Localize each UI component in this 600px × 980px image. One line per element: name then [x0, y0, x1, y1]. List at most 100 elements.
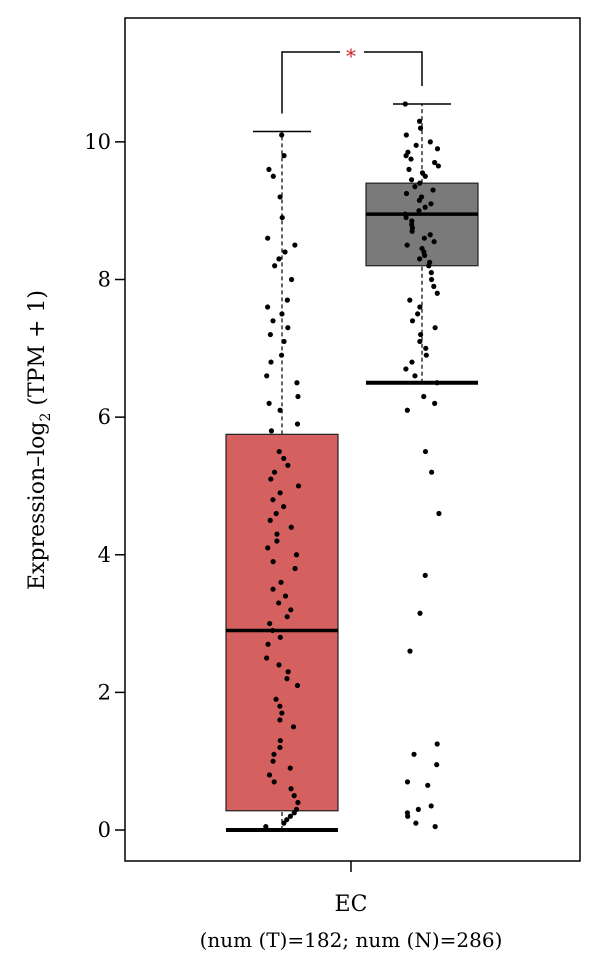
- data-point: [278, 352, 285, 358]
- data-point: [277, 737, 283, 744]
- data-point: [411, 751, 417, 757]
- data-point: [295, 799, 301, 806]
- data-point: [288, 524, 294, 530]
- data-point: [432, 159, 438, 166]
- data-point: [294, 380, 300, 386]
- data-point: [434, 290, 440, 296]
- data-point: [417, 331, 424, 338]
- data-point: [287, 765, 293, 771]
- data-point: [265, 545, 271, 551]
- data-point: [276, 448, 282, 455]
- data-point: [277, 490, 283, 496]
- data-point: [293, 552, 300, 558]
- data-point: [279, 132, 285, 138]
- data-point: [428, 270, 434, 276]
- data-point: [264, 373, 270, 379]
- y-axis-title: Expression–log2 (TPM + 1): [25, 290, 54, 590]
- data-point: [432, 400, 438, 406]
- data-point: [271, 779, 277, 785]
- data-point: [434, 741, 440, 747]
- data-point: [276, 600, 282, 606]
- data-point: [404, 407, 410, 413]
- data-point: [278, 579, 284, 585]
- data-point: [267, 331, 273, 338]
- data-point: [264, 655, 270, 661]
- data-point: [402, 101, 408, 107]
- data-point: [287, 813, 294, 819]
- data-point: [285, 462, 291, 468]
- data-point: [419, 170, 426, 176]
- data-point: [427, 232, 433, 238]
- data-point: [409, 228, 415, 234]
- y-axis-title-main: Expression–log: [25, 422, 50, 590]
- data-point: [435, 163, 441, 169]
- y-tick-label: 0: [98, 818, 111, 842]
- data-point: [428, 276, 435, 283]
- y-tick-label: 2: [98, 680, 111, 704]
- data-point: [295, 483, 302, 489]
- data-point: [413, 142, 419, 148]
- boxes: [225, 182, 479, 812]
- data-point: [406, 166, 412, 172]
- y-tick-label: 8: [98, 268, 111, 292]
- data-point: [416, 208, 422, 214]
- data-point: [408, 177, 415, 183]
- data-point: [417, 180, 423, 186]
- data-point: [422, 204, 428, 210]
- data-point: [409, 359, 415, 365]
- data-point: [284, 614, 290, 620]
- data-point: [266, 166, 272, 172]
- data-point: [415, 806, 421, 812]
- data-point: [271, 751, 277, 757]
- data-point: [422, 572, 428, 579]
- data-point: [417, 338, 423, 345]
- data-point: [284, 817, 290, 823]
- data-point: [273, 696, 279, 702]
- data-point: [265, 641, 271, 647]
- data-point: [291, 793, 297, 799]
- significance-marker: *: [346, 44, 356, 68]
- data-point: [279, 710, 285, 716]
- data-point: [423, 352, 429, 358]
- data-point: [436, 510, 442, 517]
- data-point: [292, 565, 298, 572]
- data-point: [276, 662, 282, 668]
- data-point: [270, 758, 276, 764]
- significance-bracket: *: [281, 44, 423, 114]
- data-point: [403, 190, 410, 197]
- data-point: [285, 669, 291, 675]
- data-point: [270, 586, 276, 592]
- data-points: [263, 101, 442, 830]
- x-category-subtitle: (num (T)=182; num (N)=286): [200, 928, 503, 952]
- data-point: [431, 283, 437, 289]
- data-point: [266, 400, 272, 406]
- y-tick-label: 10: [84, 130, 111, 154]
- data-point: [409, 318, 416, 324]
- data-point: [268, 476, 274, 482]
- data-point: [422, 173, 428, 179]
- data-point: [405, 813, 411, 819]
- data-point: [421, 235, 427, 241]
- data-point: [292, 242, 298, 248]
- data-point: [434, 146, 441, 152]
- plot-frame: [124, 17, 581, 862]
- data-point: [295, 393, 301, 400]
- data-point: [271, 469, 278, 475]
- data-point: [274, 538, 280, 544]
- data-point: [267, 620, 273, 627]
- data-point: [421, 393, 427, 400]
- data-point: [428, 201, 434, 207]
- data-point: [403, 132, 409, 138]
- data-point: [268, 359, 274, 365]
- data-point: [281, 338, 287, 345]
- data-point: [288, 786, 294, 792]
- data-point: [290, 724, 297, 730]
- data-point: [265, 235, 271, 241]
- data-point: [265, 304, 271, 310]
- data-point: [408, 156, 414, 162]
- y-axis-title-unit: (TPM + 1): [25, 290, 50, 413]
- data-point: [279, 214, 285, 221]
- data-point: [277, 634, 283, 640]
- data-point: [432, 325, 438, 331]
